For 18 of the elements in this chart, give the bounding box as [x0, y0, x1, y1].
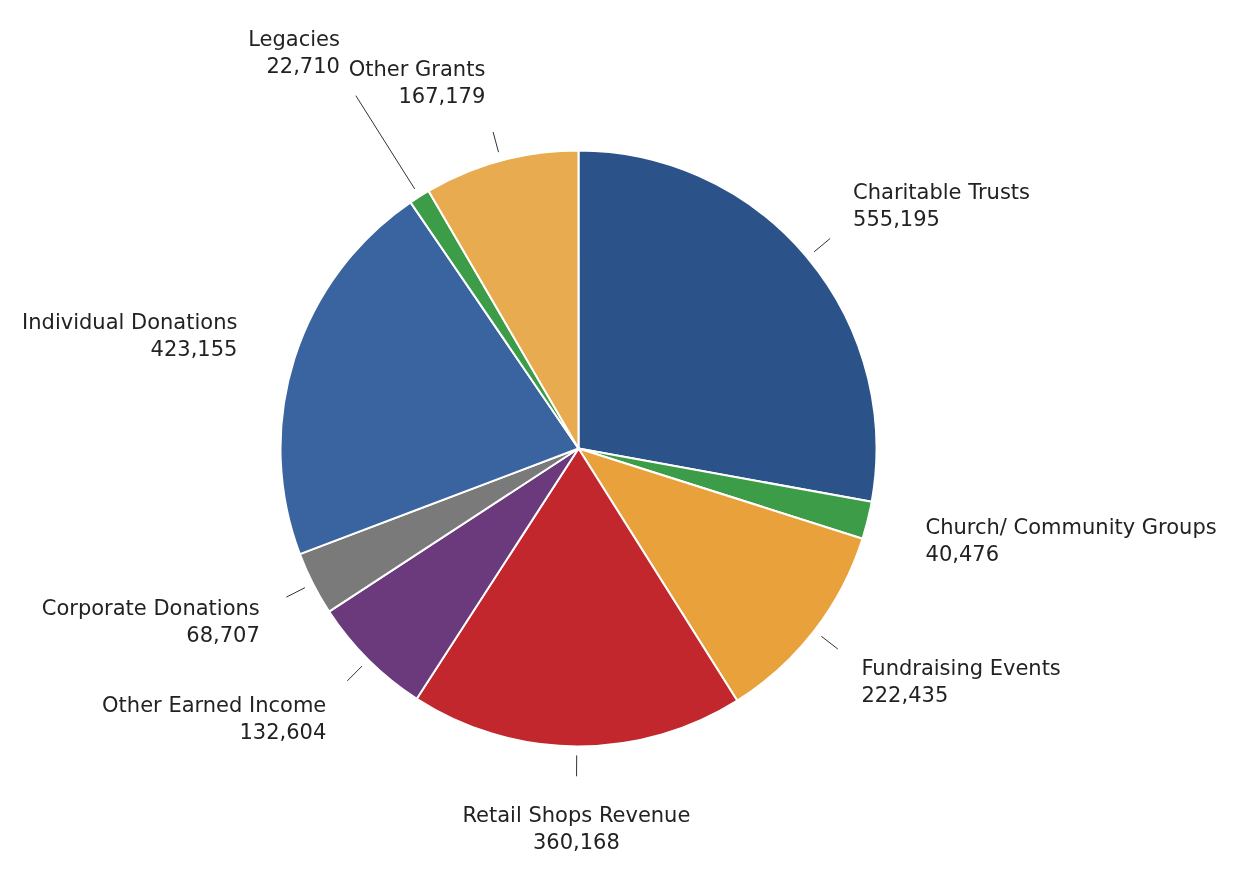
data-label: 423,155: [150, 336, 238, 361]
slice-label: Charitable Trusts: [853, 180, 1031, 205]
data-label: 167,179: [398, 84, 486, 109]
slice-label: Other Grants: [348, 57, 486, 82]
slice-label: Church/ Community Groups: [925, 515, 1217, 540]
slice-label: Fundraising Events: [861, 655, 1061, 680]
slice-label: Legacies: [248, 26, 340, 51]
slice-label: Individual Donations: [22, 309, 238, 334]
data-label: 22,710: [266, 53, 340, 78]
data-label: 132,604: [239, 719, 327, 744]
data-label: 360,168: [532, 830, 620, 855]
data-label: 222,435: [861, 682, 949, 707]
slice-label: Corporate Donations: [41, 595, 260, 620]
slice-label: Retail Shops Revenue: [462, 803, 691, 828]
data-label: 555,195: [853, 207, 940, 232]
data-label: 40,476: [925, 542, 1000, 567]
data-label: 68,707: [186, 622, 260, 647]
slice-label: Other Earned Income: [102, 692, 327, 717]
